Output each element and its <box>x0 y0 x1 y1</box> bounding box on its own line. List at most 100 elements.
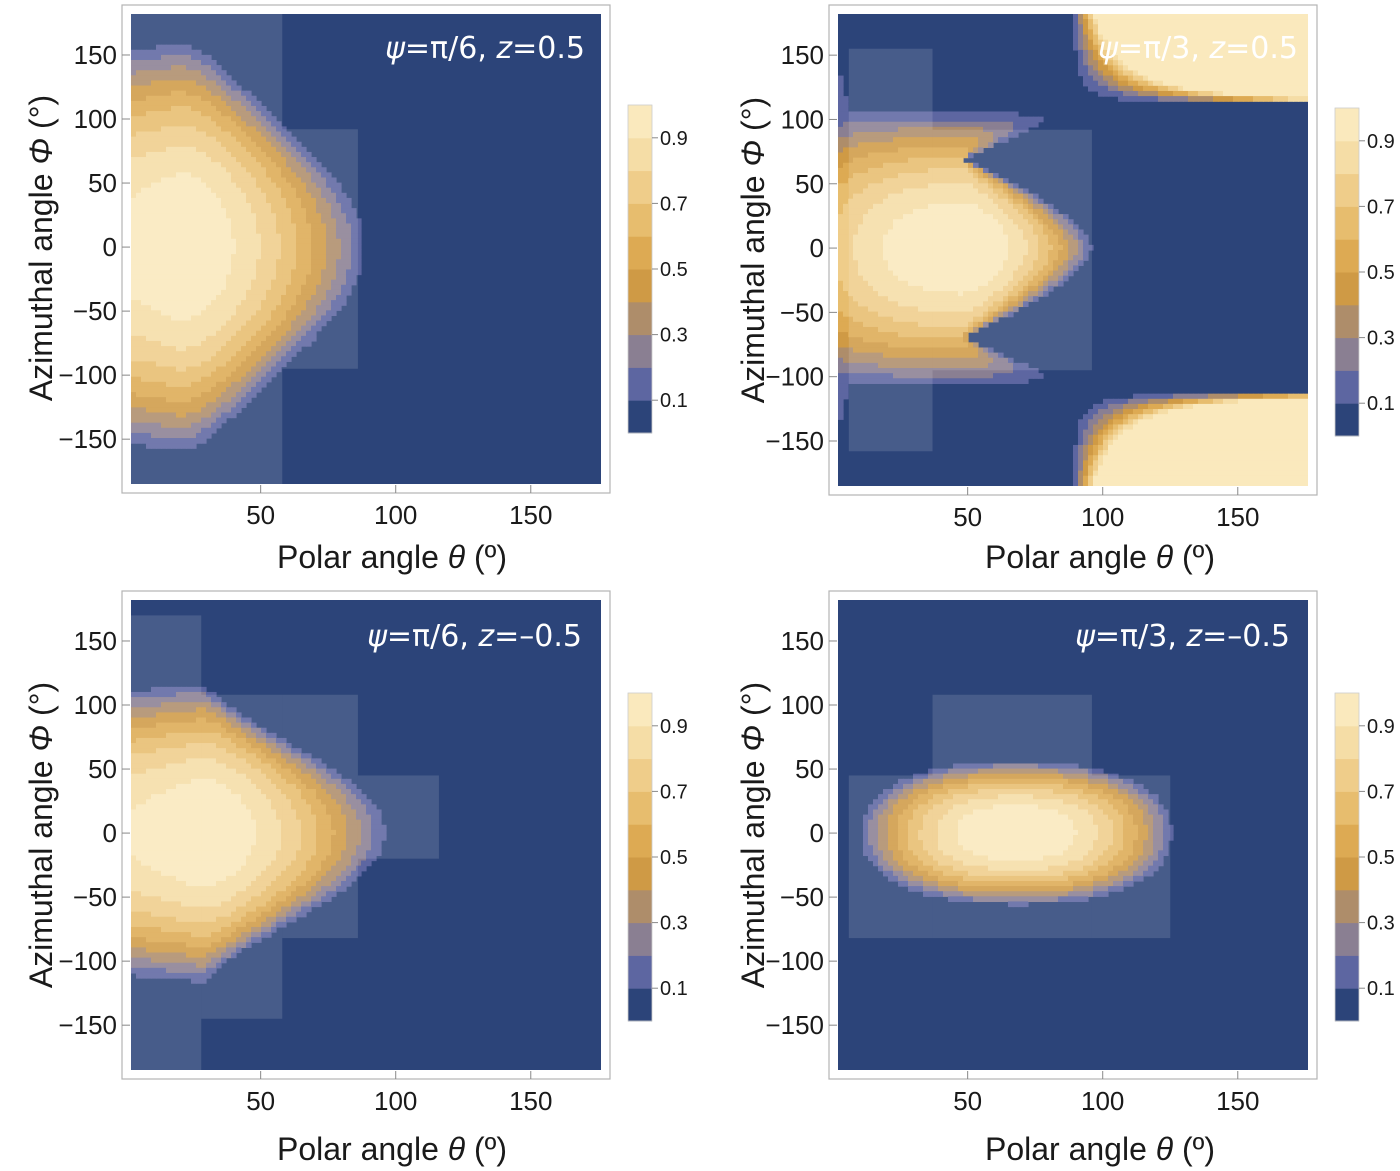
contour-cell <box>918 306 924 313</box>
contour-cell <box>978 137 984 143</box>
contour-cell <box>1113 480 1119 486</box>
contour-cell <box>141 80 147 87</box>
contour-cell <box>983 285 989 292</box>
contour-cell <box>151 289 157 296</box>
contour-cell <box>858 362 864 369</box>
contour-cell <box>903 234 909 241</box>
contour-cell <box>231 90 237 97</box>
contour-cell <box>1003 219 1009 225</box>
contour-cell <box>1033 203 1039 210</box>
contour-cell <box>893 301 899 308</box>
contour-cell <box>963 126 969 133</box>
contour-cell <box>1098 475 1104 482</box>
contour-cell <box>1113 75 1119 82</box>
contour-cell <box>913 183 919 190</box>
contour-cell <box>853 270 859 277</box>
contour-cell <box>1073 265 1079 272</box>
contour-cell <box>146 105 152 112</box>
contour-cell <box>161 325 167 332</box>
contour-cell <box>241 90 247 97</box>
contour-cell <box>146 300 152 306</box>
contour-cell <box>1093 44 1099 51</box>
contour-cell <box>838 342 844 349</box>
contour-cell <box>928 275 934 282</box>
contour-cell <box>226 100 232 107</box>
contour-cell <box>848 132 854 138</box>
contour-cell <box>296 208 302 214</box>
contour-cell <box>326 208 332 214</box>
contour-cell <box>236 366 242 373</box>
contour-cell <box>221 407 227 414</box>
colorbar-segment <box>628 400 652 434</box>
contour-cell <box>246 340 252 347</box>
contour-cell <box>943 326 949 333</box>
contour-cell <box>858 178 864 184</box>
contour-cell <box>983 239 989 246</box>
contour-cell <box>1088 65 1094 72</box>
contour-cell <box>241 335 247 342</box>
contour-cell <box>221 218 227 225</box>
contour-cell <box>953 306 959 313</box>
contour-cell <box>838 147 844 154</box>
contour-cell <box>161 59 167 66</box>
contour-cell <box>201 126 207 133</box>
contour-cell <box>251 162 257 168</box>
contour-cell <box>983 270 989 277</box>
contour-cell <box>1003 224 1009 231</box>
contour-cell <box>903 188 909 195</box>
contour-cell <box>958 291 964 297</box>
contour-cell <box>266 238 272 245</box>
contour-cell <box>146 422 152 429</box>
contour-cell <box>261 182 267 189</box>
contour-cell <box>206 310 212 317</box>
contour-cell <box>1073 34 1079 41</box>
contour-cell <box>166 397 172 403</box>
contour-cell <box>928 260 934 266</box>
contour-cell <box>923 332 929 338</box>
contour-cell <box>883 301 889 308</box>
contour-cell <box>221 294 227 301</box>
contour-cell <box>201 325 207 332</box>
contour-cell <box>983 167 989 174</box>
contour-cell <box>191 116 197 122</box>
contour-cell <box>226 249 232 255</box>
contour-cell <box>176 208 182 214</box>
contour-cell <box>241 356 247 362</box>
contour-cell <box>221 249 227 255</box>
contour-cell <box>311 249 317 255</box>
contour-cell <box>196 356 202 362</box>
contour-cell <box>1053 280 1059 287</box>
contour-cell <box>156 340 162 347</box>
contour-cell <box>843 332 849 338</box>
contour-cell <box>201 95 207 102</box>
contour-cell <box>1088 24 1094 30</box>
contour-cell <box>1053 270 1059 277</box>
contour-cell <box>261 203 267 209</box>
contour-cell <box>156 310 162 317</box>
contour-cell <box>918 291 924 297</box>
contour-cell <box>983 188 989 195</box>
y-axis-label-text: Azimuthal angle <box>23 165 59 402</box>
y-tick-label: 100 <box>74 104 117 134</box>
contour-cell <box>893 183 899 190</box>
contour-cell <box>978 373 984 379</box>
contour-cell <box>928 137 934 143</box>
contour-cell <box>1013 265 1019 272</box>
contour-cell <box>983 121 989 128</box>
contour-cell <box>226 228 232 235</box>
contour-cell <box>141 407 147 414</box>
contour-cell <box>908 188 914 195</box>
contour-cell <box>281 279 287 286</box>
contour-cell <box>953 362 959 369</box>
contour-cell <box>1108 444 1114 451</box>
contour-cell <box>146 95 152 102</box>
contour-cell <box>1008 126 1014 133</box>
contour-cell <box>256 386 262 393</box>
contour-cell <box>888 342 894 349</box>
contour-cell <box>853 285 859 292</box>
contour-cell <box>221 412 227 419</box>
contour-cell <box>216 238 222 245</box>
contour-cell <box>176 386 182 393</box>
contour-cell <box>166 131 172 138</box>
contour-cell <box>261 340 267 347</box>
